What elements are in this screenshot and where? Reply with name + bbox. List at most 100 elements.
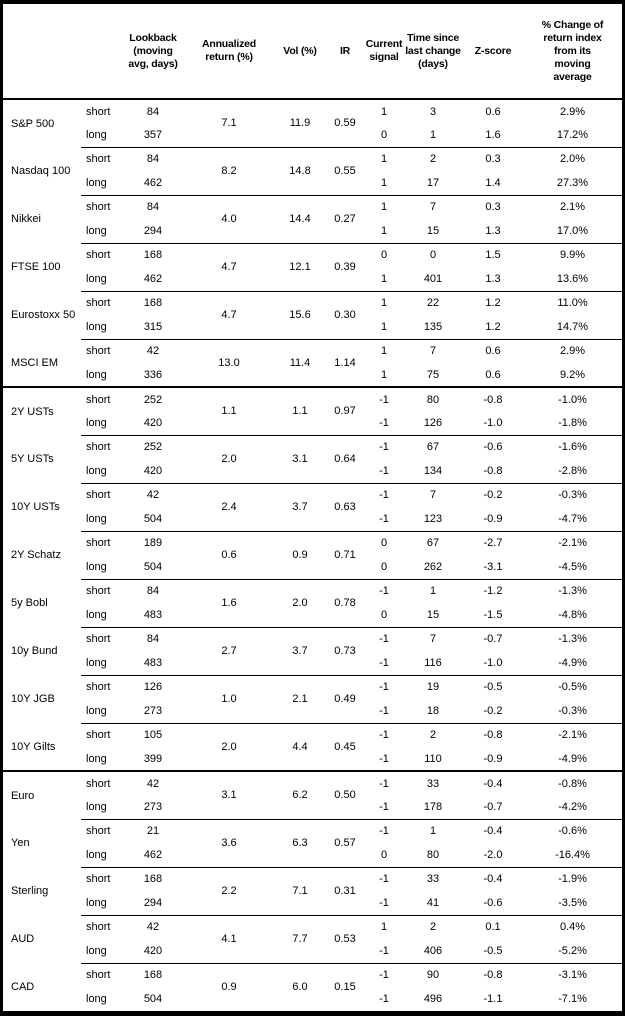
asset-row-long: long 294 1 15 1.3 17.0% (3, 219, 622, 243)
asset-row-long: long 504 -1 496 -1.1 -7.1% (3, 987, 622, 1011)
ir-value: 0.55 (325, 146, 365, 195)
lookback-value: 84 (123, 578, 183, 603)
pct-change-value: -5.2% (558, 944, 587, 957)
asset-name: Euro (3, 770, 81, 819)
annualized-return-value: 1.6 (183, 578, 275, 627)
annualized-return-value: 1.0 (183, 674, 275, 723)
vol-value: 6.2 (275, 770, 325, 819)
time-since-value: 41 (426, 896, 440, 909)
time-since-value: 116 (424, 656, 442, 669)
time-since-value: 19 (403, 674, 463, 699)
lookback-value: 126 (123, 674, 183, 699)
leg-label: short (81, 578, 123, 603)
leg-label: long (86, 512, 107, 525)
lookback-value: 168 (123, 962, 183, 987)
signal-value: -1 (365, 962, 403, 987)
zscore-value: -0.8 (463, 386, 523, 411)
lookback-value: 273 (143, 704, 163, 717)
leg-label: short (81, 386, 123, 411)
time-since-value: 135 (423, 320, 443, 333)
lookback-value: 42 (123, 914, 183, 939)
leg-label: long (86, 128, 107, 141)
signal-value: -1 (379, 752, 389, 765)
zscore-value: -2.0 (483, 848, 503, 861)
leg-label: short (86, 105, 111, 118)
signal-value: -1 (379, 416, 389, 429)
pct-change-value: 17.2% (556, 128, 589, 141)
vol-value: 15.6 (275, 290, 325, 339)
asset-row-short: Sterling short 168 2.2 7.1 0.31 -1 33 -0.4 -1.9% (3, 866, 622, 915)
time-since-value: 7 (403, 194, 463, 219)
ir-value: 0.97 (325, 386, 365, 435)
signal-value: 0 (380, 608, 388, 621)
zscore-value: -1.5 (483, 608, 503, 621)
signal-value: 1 (380, 272, 388, 285)
leg-label: long (86, 272, 107, 285)
zscore-value: 1.2 (485, 320, 501, 333)
pct-change-value: 2.1% (523, 194, 622, 219)
pct-change-value: 2.9% (523, 338, 622, 363)
leg-label: long (86, 848, 107, 861)
column-header-vol: Vol (%) (275, 4, 325, 100)
vol-value: 4.4 (275, 722, 325, 771)
asset-row-long: long 483 0 15 -1.5 -4.8% (3, 603, 622, 627)
asset-name: 10y Bund (11, 645, 58, 657)
annualized-return-value: 0.9 (183, 962, 275, 1011)
vol-value: 14.4 (275, 194, 325, 243)
leg-label: long (86, 944, 107, 957)
pct-change-value: -2.1% (523, 530, 622, 555)
leg-label: long (86, 176, 107, 189)
zscore-value: -0.6 (463, 434, 523, 459)
pct-change-value: -2.8% (558, 464, 587, 477)
pct-change-value: -0.5% (523, 674, 622, 699)
time-since-value: 33 (403, 866, 463, 891)
zscore-value: -1.0 (483, 416, 503, 429)
vol-value: 3.7 (275, 626, 325, 675)
time-since-value: 134 (423, 464, 443, 477)
leg-label: short (81, 962, 123, 987)
pct-change-value: -4.2% (558, 800, 587, 813)
asset-name: 2Y USTs (3, 386, 81, 435)
asset-row-long: long 294 -1 41 -0.6 -3.5% (3, 891, 622, 915)
lookback-value: 168 (123, 866, 183, 891)
pct-change-value: 0.4% (523, 914, 622, 939)
signal-value: -1 (365, 674, 403, 699)
asset-row-long: long 420 -1 134 -0.8 -2.8% (3, 459, 622, 483)
signal-value: 1 (380, 368, 388, 381)
signal-value: -1 (365, 386, 403, 411)
ir-value: 0.73 (325, 626, 365, 675)
asset-row-long: long 420 -1 126 -1.0 -1.8% (3, 411, 622, 435)
lookback-value: 189 (123, 530, 183, 555)
pct-change-value: -1.0% (523, 386, 622, 411)
ir-value: 0.71 (325, 530, 365, 579)
pct-change-value: -3.5% (558, 896, 587, 909)
annualized-return-value: 4.7 (183, 290, 275, 339)
pct-change-value: -0.3% (558, 704, 587, 717)
zscore-value: -1.1 (483, 993, 503, 1005)
leg-label: short (81, 818, 123, 843)
asset-row-short: FTSE 100 short 168 4.7 12.1 0.39 0 0 1.5 9.9% (3, 242, 622, 291)
signal-value: -1 (379, 896, 389, 909)
asset-name: 5y Bobl (11, 597, 48, 609)
ir-value: 0.78 (325, 578, 365, 627)
asset-row-long: long 504 0 262 -3.1 -4.5% (3, 555, 622, 579)
asset-row-long: long 462 0 80 -2.0 -16.4% (3, 843, 622, 867)
zscore-value: -3.1 (483, 560, 503, 573)
pct-change-value: 14.7% (556, 320, 589, 333)
table-body: S&P 500 short 84 7.1 11.9 0.59 1 3 0.6 2.9% long 35… (3, 99, 622, 1011)
time-since-value: 3 (429, 105, 437, 118)
leg-label: short (81, 146, 123, 171)
header-row: Lookback (moving avg, days) Annualized re… (3, 4, 622, 100)
leg-label: short (81, 482, 123, 507)
leg-label: short (81, 242, 123, 267)
pct-change-value: -4.5% (558, 560, 587, 573)
leg-label: long (86, 704, 107, 717)
ir-value: 0.27 (325, 194, 365, 243)
zscore-value: 1.4 (485, 176, 501, 189)
vol-value: 12.1 (275, 242, 325, 291)
annualized-return-value: 0.6 (183, 530, 275, 579)
time-since-value: 67 (403, 434, 463, 459)
asset-row-long: long 483 -1 116 -1.0 -4.9% (3, 651, 622, 675)
lookback-value: 84 (123, 146, 183, 171)
asset-name: Sterling (11, 885, 49, 897)
